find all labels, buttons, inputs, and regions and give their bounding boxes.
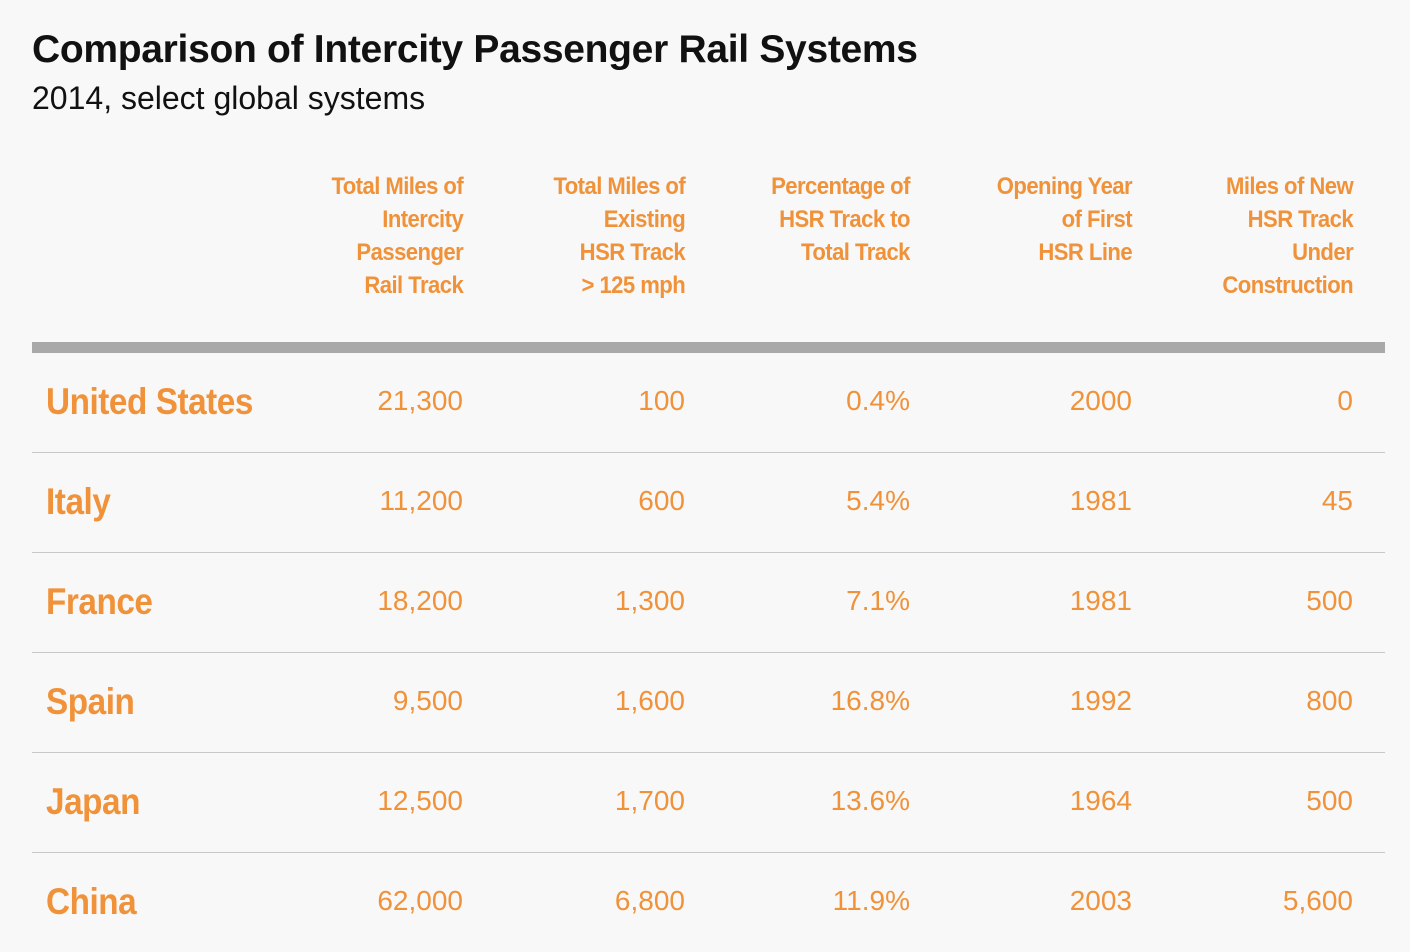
table-cell: 2000 <box>1069 385 1132 416</box>
table-cell: 6,800 <box>614 885 685 916</box>
table-cell: 1981 <box>1069 485 1132 516</box>
table-cell: 45 <box>1321 485 1353 516</box>
chart-subtitle: 2014, select global systems <box>32 80 426 116</box>
table-cell: 5.4% <box>846 485 910 516</box>
column-header-line: HSR Track to <box>779 206 910 233</box>
country-label: Japan <box>46 781 140 822</box>
table-body: United States 21,300 100 0.4% 2000 0 Italy 11,2… <box>32 353 1385 952</box>
column-header-line: Intercity <box>382 206 463 233</box>
table-cell: 11.9% <box>832 885 910 916</box>
table-cell: 500 <box>1306 785 1353 816</box>
table-header-row: Total Miles of Intercity Passenger Rail Tra… <box>32 170 1385 342</box>
column-header-line: Percentage of <box>771 173 910 200</box>
table-cell: 1981 <box>1069 585 1132 616</box>
column-header-line: of First <box>1061 206 1133 233</box>
table-row: Spain 9,500 1,600 16.8% 1992 800 <box>32 653 1385 753</box>
table-cell: 13.6% <box>830 785 910 816</box>
column-header-line: Passenger <box>356 239 463 266</box>
table-cell: 7.1% <box>846 585 910 616</box>
table-cell: 18,200 <box>377 585 463 616</box>
table-row: France 18,200 1,300 7.1% 1981 500 <box>32 553 1385 653</box>
column-header-line: Rail Track <box>364 272 463 299</box>
table-cell: 1,600 <box>614 685 685 716</box>
header-divider <box>32 342 1385 353</box>
table-row: China 62,000 6,800 11.9% 2003 5,600 <box>32 853 1385 952</box>
table-cell: 9,500 <box>392 685 463 716</box>
column-header-line: Total Track <box>801 239 910 266</box>
country-label: China <box>46 881 137 922</box>
column-header-line: HSR Line <box>1038 239 1132 266</box>
country-label: Spain <box>46 681 135 722</box>
column-header-3: Percentage of HSR Track to Total Track <box>771 170 910 269</box>
table-row: Italy 11,200 600 5.4% 1981 45 <box>32 453 1385 553</box>
table-cell: 0 <box>1337 385 1353 416</box>
country-label: France <box>46 581 153 622</box>
column-header-1: Total Miles of Intercity Passenger Rail Tra… <box>331 170 463 302</box>
column-header-line: HSR Track <box>579 239 686 266</box>
country-label: United States <box>46 381 253 422</box>
country-label: Italy <box>46 481 111 522</box>
column-header-line: Total Miles of <box>331 173 463 200</box>
table-cell: 11,200 <box>379 485 463 516</box>
table-cell: 600 <box>638 485 685 516</box>
column-header-4: Opening Year of First HSR Line <box>996 170 1133 269</box>
table-cell: 1992 <box>1069 685 1132 716</box>
column-header-2: Total Miles of Existing HSR Track > 125 mph <box>553 170 685 302</box>
table-cell: 100 <box>638 385 685 416</box>
table-cell: 0.4% <box>846 385 910 416</box>
column-header-line: HSR Track <box>1247 206 1354 233</box>
column-header-line: Existing <box>603 206 686 233</box>
table-cell: 500 <box>1306 585 1353 616</box>
table-cell: 1,300 <box>614 585 685 616</box>
column-header-line: Miles of New <box>1225 173 1354 200</box>
table-cell: 16.8% <box>830 685 910 716</box>
table-row: Japan 12,500 1,700 13.6% 1964 500 <box>32 753 1385 853</box>
column-header-line: Total Miles of <box>553 173 685 200</box>
column-header-line: Opening Year <box>996 173 1133 200</box>
chart-title: Comparison of Intercity Passenger Rail S… <box>32 28 918 71</box>
column-header-line: > 125 mph <box>581 272 685 299</box>
table-cell: 62,000 <box>377 885 463 916</box>
column-header-line: Construction <box>1222 272 1353 299</box>
rail-comparison-table: Total Miles of Intercity Passenger Rail Tra… <box>32 170 1385 922</box>
table-row: United States 21,300 100 0.4% 2000 0 <box>32 353 1385 453</box>
table-cell: 800 <box>1306 685 1353 716</box>
table-cell: 21,300 <box>377 385 463 416</box>
table-cell: 1,700 <box>614 785 685 816</box>
table-cell: 5,600 <box>1282 885 1353 916</box>
table-cell: 1964 <box>1069 785 1132 816</box>
column-header-5: Miles of New HSR Track Under Construction <box>1222 170 1353 302</box>
table-cell: 2003 <box>1069 885 1132 916</box>
column-header-line: Under <box>1291 239 1354 266</box>
table-cell: 12,500 <box>377 785 463 816</box>
